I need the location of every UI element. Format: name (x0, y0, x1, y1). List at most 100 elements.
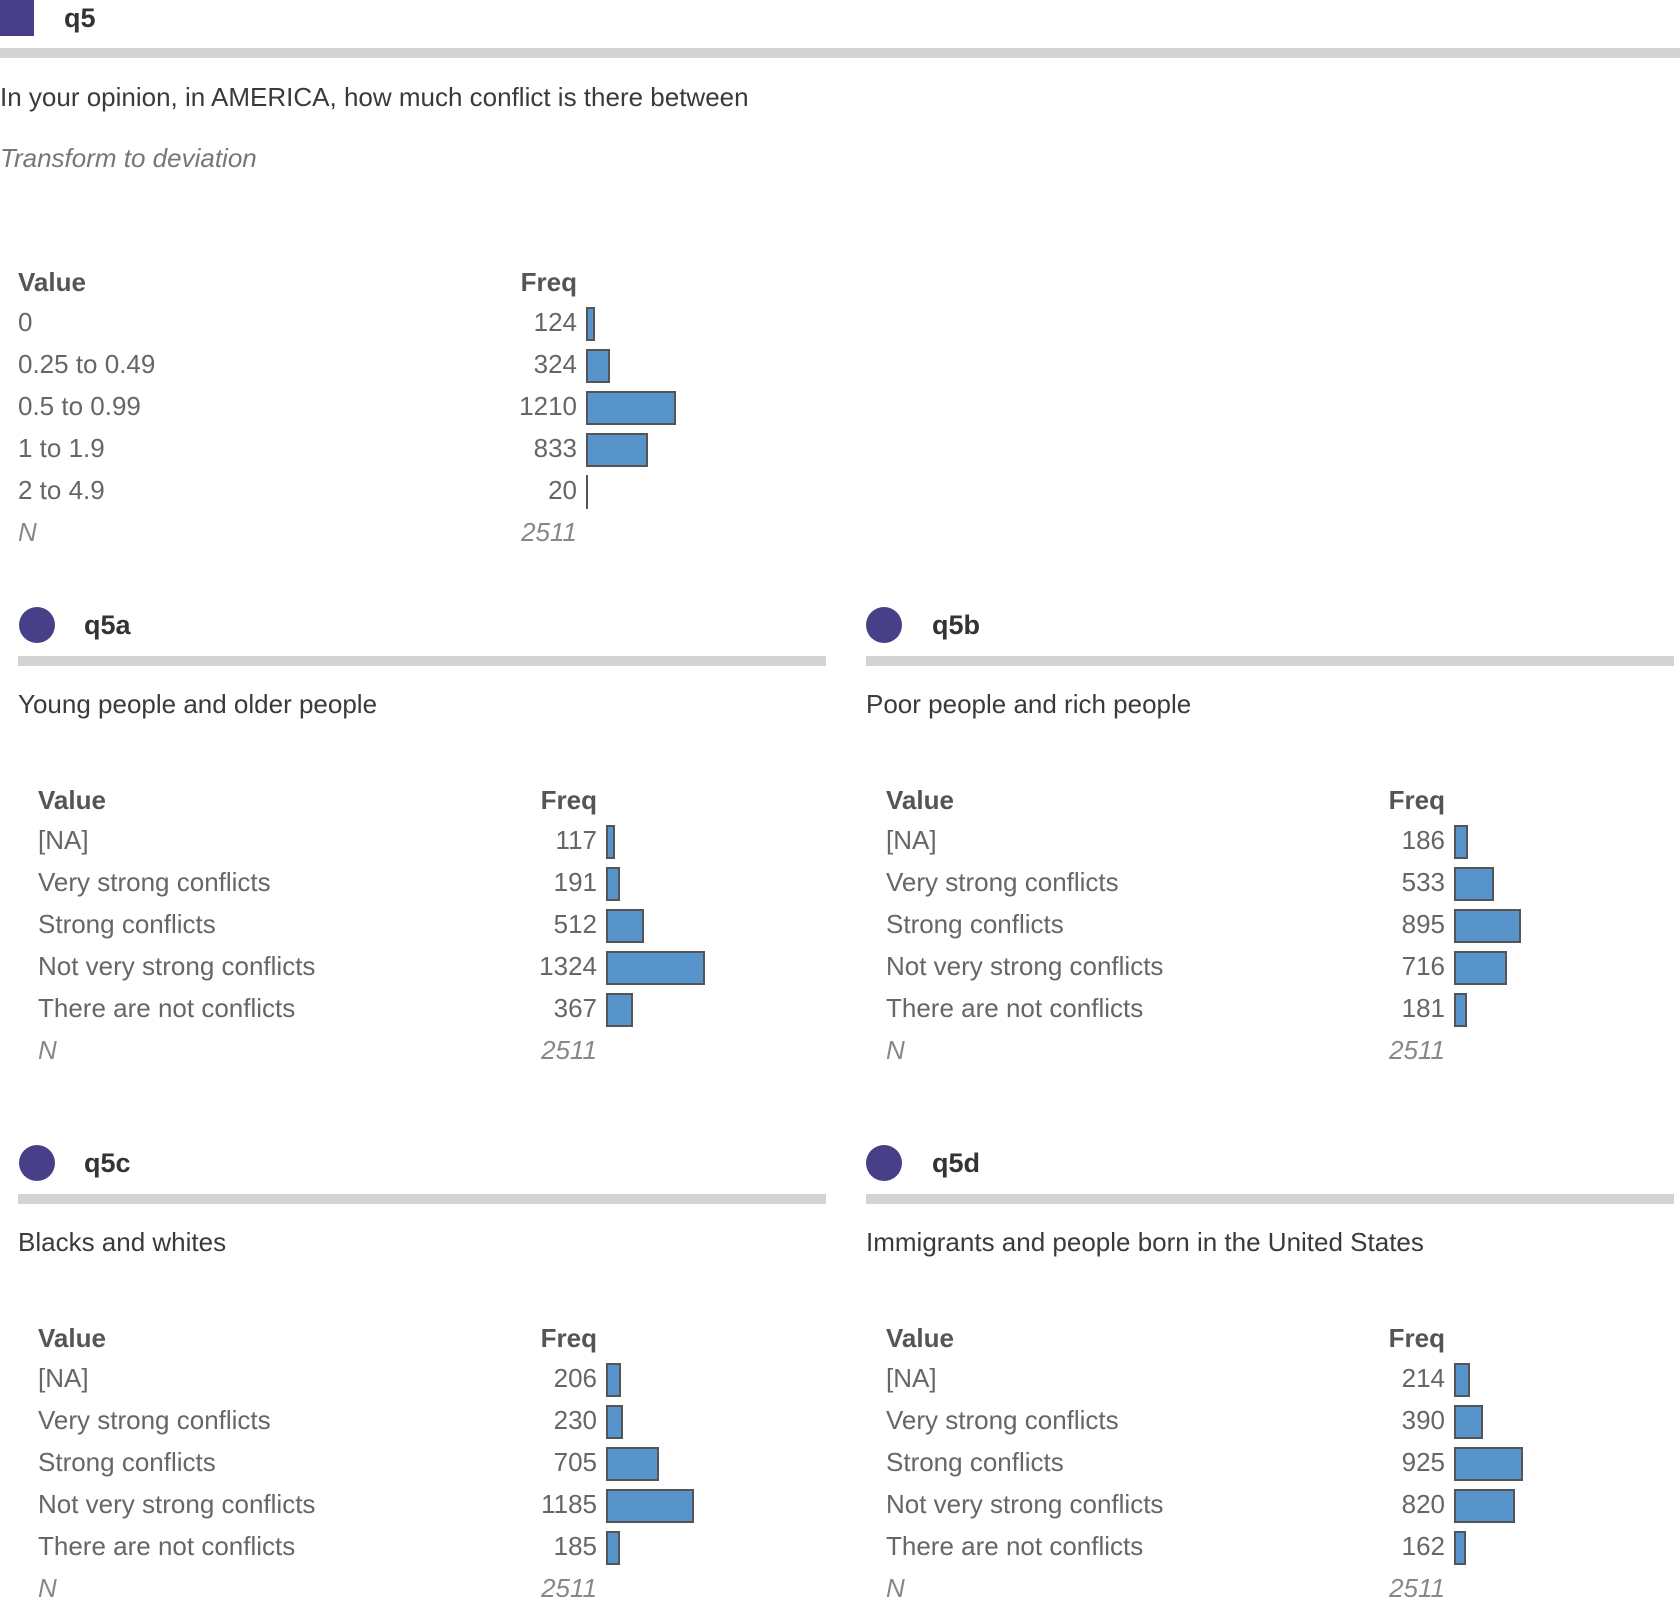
freq-label: 181 (1401, 993, 1445, 1023)
value-label: There are not conflicts (38, 1531, 296, 1561)
value-label: 0.5 to 0.99 (18, 391, 141, 421)
value-label: Not very strong conflicts (886, 1489, 1164, 1519)
freq-bar (1454, 825, 1468, 859)
variable-title-q5a: q5a (84, 610, 131, 640)
freq-bar (606, 1405, 623, 1439)
freq-label: 206 (553, 1363, 597, 1393)
column-header-value: Value (38, 1323, 106, 1353)
n-value: 2511 (541, 1573, 597, 1603)
freq-label: 895 (1401, 909, 1445, 939)
freq-bar (586, 391, 676, 425)
column-header-value: Value (18, 267, 86, 297)
freq-label: 533 (1401, 867, 1445, 897)
freq-bar (606, 951, 705, 985)
freq-label: 1185 (541, 1489, 597, 1519)
variable-marker-circle (19, 607, 55, 643)
value-label: [NA] (886, 1363, 937, 1393)
freq-label: 162 (1401, 1531, 1445, 1561)
n-label: N (18, 517, 37, 547)
variable-title-q5d: q5d (932, 1148, 981, 1178)
freq-label: 1210 (519, 391, 577, 421)
freq-label: 390 (1401, 1405, 1445, 1435)
question-text: In your opinion, in AMERICA, how much co… (0, 82, 749, 112)
freq-label: 214 (1401, 1363, 1445, 1393)
freq-bar (1454, 909, 1521, 943)
value-label: Very strong conflicts (38, 1405, 271, 1435)
value-label: Strong conflicts (886, 1447, 1064, 1477)
freq-label: 324 (533, 349, 577, 379)
freq-label: 367 (553, 993, 597, 1023)
value-label: [NA] (38, 825, 89, 855)
freq-bar (586, 433, 648, 467)
freq-bar (606, 1531, 620, 1565)
n-value: 2511 (541, 1035, 597, 1065)
variable-marker-circle (19, 1145, 55, 1181)
variable-title-q5b: q5b (932, 610, 981, 640)
freq-bar (606, 1363, 621, 1397)
freq-bar (1454, 1447, 1523, 1481)
column-header-freq: Freq (540, 785, 597, 815)
variable-marker-square (0, 0, 34, 36)
freq-label: 185 (553, 1531, 597, 1561)
value-label: [NA] (886, 825, 937, 855)
n-label: N (38, 1573, 57, 1603)
value-label: Not very strong conflicts (38, 1489, 316, 1519)
n-label: N (38, 1035, 57, 1065)
freq-label: 1324 (539, 951, 597, 981)
freq-bar (1454, 1405, 1483, 1439)
subtitle-q5b: Poor people and rich people (866, 689, 1192, 719)
value-label: Not very strong conflicts (38, 951, 316, 981)
section-divider-q5d (866, 1194, 1674, 1204)
section-divider-q5a (18, 656, 826, 666)
freq-bar (1454, 993, 1467, 1027)
subtitle-q5c: Blacks and whites (18, 1227, 227, 1257)
freq-label: 230 (553, 1405, 597, 1435)
n-label: N (886, 1035, 905, 1065)
freq-bar (606, 1447, 659, 1481)
value-label: There are not conflicts (886, 993, 1144, 1023)
freq-label: 20 (548, 475, 577, 505)
value-label: 2 to 4.9 (18, 475, 105, 505)
value-label: There are not conflicts (886, 1531, 1144, 1561)
freq-bar (606, 825, 615, 859)
freq-bar (606, 909, 644, 943)
freq-bar (586, 307, 595, 341)
freq-label: 191 (553, 867, 597, 897)
freq-label: 705 (553, 1447, 597, 1477)
freq-bar (1454, 1489, 1515, 1523)
n-value: 2511 (1389, 1573, 1445, 1603)
value-label: Strong conflicts (886, 909, 1064, 939)
freq-label: 925 (1401, 1447, 1445, 1477)
column-header-freq: Freq (1388, 785, 1445, 815)
freq-bar (606, 1489, 694, 1523)
freq-bar (586, 475, 588, 509)
freq-bar (1454, 1531, 1466, 1565)
freq-label: 716 (1401, 951, 1445, 981)
freq-bar (1454, 951, 1507, 985)
value-label: 0.25 to 0.49 (18, 349, 156, 379)
value-label: 0 (18, 307, 33, 337)
freq-label: 124 (533, 307, 577, 337)
freq-label: 833 (533, 433, 577, 463)
section-divider-q5b (866, 656, 1674, 666)
column-header-value: Value (886, 1323, 954, 1353)
section-divider (0, 48, 1680, 58)
freq-label: 820 (1401, 1489, 1445, 1519)
variable-marker-circle (866, 1145, 902, 1181)
n-value: 2511 (521, 517, 577, 547)
value-label: [NA] (38, 1363, 89, 1393)
value-label: 1 to 1.9 (18, 433, 105, 463)
freq-bar (1454, 867, 1494, 901)
freq-bar (606, 867, 620, 901)
freq-label: 512 (553, 909, 597, 939)
subtitle-q5d: Immigrants and people born in the United… (866, 1227, 1424, 1257)
value-label: Very strong conflicts (886, 1405, 1119, 1435)
column-header-freq: Freq (1388, 1323, 1445, 1353)
transform-note: Transform to deviation (0, 143, 257, 173)
variable-marker-circle (866, 607, 902, 643)
n-value: 2511 (1389, 1035, 1445, 1065)
n-label: N (886, 1573, 905, 1603)
value-label: Very strong conflicts (886, 867, 1119, 897)
column-header-value: Value (38, 785, 106, 815)
column-header-freq: Freq (520, 267, 577, 297)
